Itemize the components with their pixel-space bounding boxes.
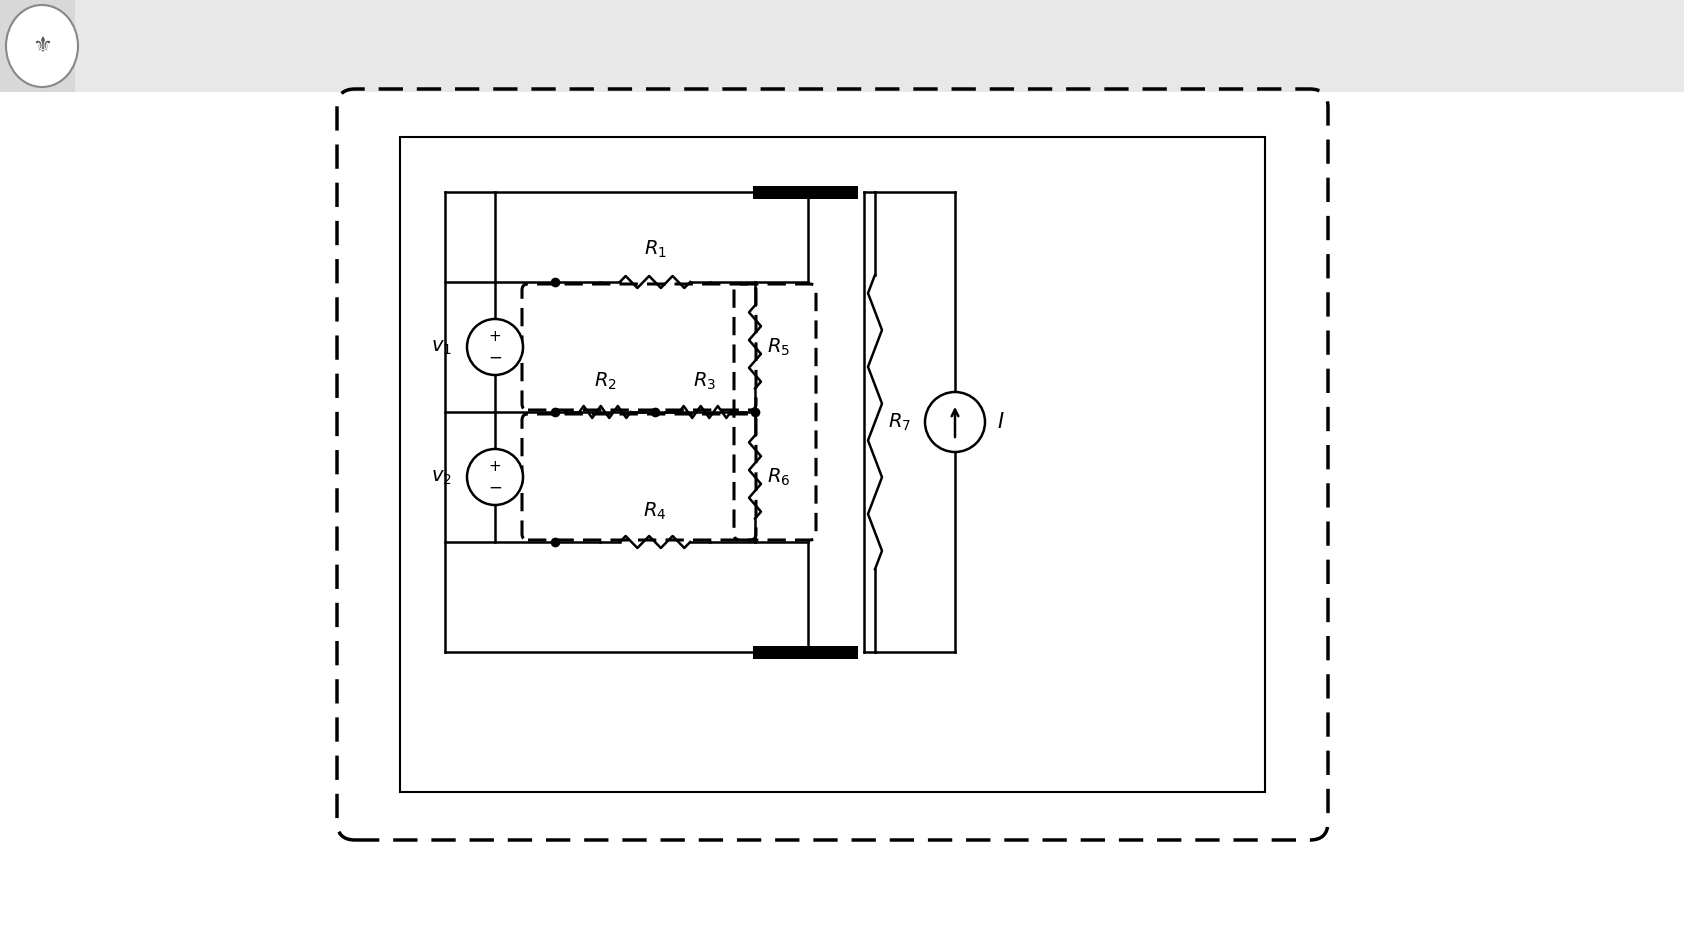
Text: $I$: $I$ [997, 412, 1005, 432]
Text: $v_2$: $v_2$ [431, 468, 451, 487]
Text: $v_1$: $v_1$ [431, 337, 451, 356]
Bar [753, 186, 859, 199]
Bar [76, 0, 1684, 92]
Bar [0, 0, 1684, 92]
Text: $-$: $-$ [488, 478, 502, 496]
Text: ⚜: ⚜ [32, 36, 52, 56]
Text: +: + [488, 459, 502, 474]
Text: $-$: $-$ [488, 348, 502, 366]
Text: $R_7$: $R_7$ [887, 411, 911, 433]
Circle shape [466, 319, 524, 375]
Text: $R_1$: $R_1$ [643, 239, 667, 260]
Ellipse shape [7, 5, 77, 87]
Text: $R_2$: $R_2$ [593, 370, 616, 392]
Circle shape [925, 392, 985, 452]
Text: $R_6$: $R_6$ [766, 466, 790, 488]
Text: $R_5$: $R_5$ [766, 336, 790, 358]
Bar [401, 137, 1265, 792]
Text: +: + [488, 329, 502, 344]
Text: $R_4$: $R_4$ [643, 501, 667, 522]
Text: $R_3$: $R_3$ [694, 370, 717, 392]
Bar [753, 646, 859, 658]
Circle shape [466, 449, 524, 505]
